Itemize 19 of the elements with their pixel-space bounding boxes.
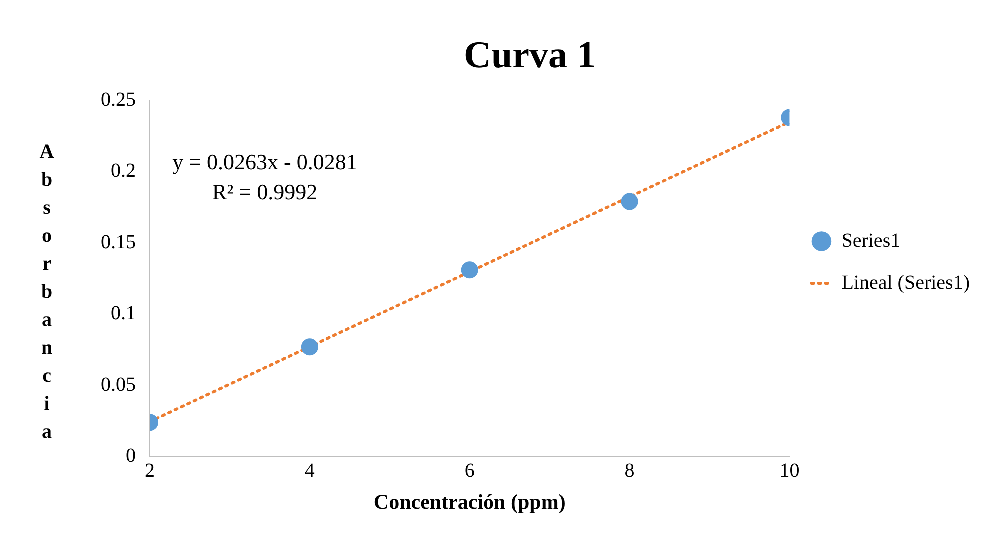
x-tick-label: 8 [624, 460, 635, 482]
x-tick-label: 10 [780, 460, 800, 482]
legend-label: Lineal (Series1) [842, 272, 970, 294]
chart-title: Curva 1 [464, 34, 596, 77]
y-tick-label: 0 [126, 445, 136, 468]
y-tick-label: 0.2 [111, 160, 136, 182]
text: Absorbancia [40, 140, 54, 443]
y-tick-label: 0.1 [111, 302, 136, 325]
y-tick-label: 0.05 [101, 374, 136, 396]
x-tick-label: 6 [464, 460, 475, 482]
y-tick-label: 0.25 [101, 88, 136, 111]
y-tick-label: 0.15 [101, 231, 136, 254]
x-axis-title: Concentración (ppm) [374, 490, 566, 514]
x-tick-label: 4 [304, 460, 315, 482]
annotation: R² = 0.9992 [212, 179, 318, 204]
legend-label: Series1 [842, 230, 901, 252]
x-tick-label: 2 [145, 460, 155, 482]
point [461, 262, 478, 279]
annotation: y = 0.0263x - 0.0281 [172, 149, 358, 174]
